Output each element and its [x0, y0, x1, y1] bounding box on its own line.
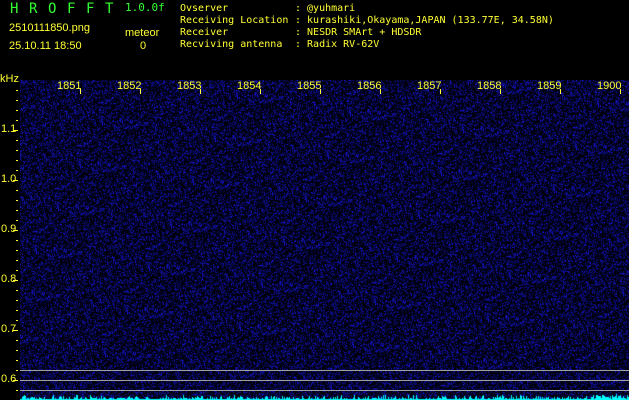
y-unit: kHz: [0, 73, 19, 85]
y-minor-tick: [16, 320, 18, 321]
x-tick: [440, 89, 441, 94]
x-tick: [500, 89, 501, 94]
y-minor-tick: [16, 230, 18, 231]
y-tick: [13, 330, 18, 331]
y-minor-tick: [16, 150, 18, 151]
title-letter: T: [105, 1, 114, 17]
datetime: 25.10.11 18:50: [9, 40, 82, 52]
y-minor-tick: [16, 260, 18, 261]
y-minor-tick: [16, 90, 18, 91]
x-tick-label: 1858: [477, 80, 502, 92]
y-minor-tick: [16, 210, 18, 211]
reference-line: [20, 390, 629, 391]
x-tick: [200, 89, 201, 94]
spectrogram: [20, 80, 629, 400]
info-label: Receiving Location: [180, 15, 289, 26]
x-tick: [380, 89, 381, 94]
y-minor-tick: [16, 130, 18, 131]
version: 1.0.0f: [125, 1, 165, 14]
x-tick: [560, 89, 561, 94]
x-tick-label: 1900: [597, 80, 622, 92]
x-tick: [320, 89, 321, 94]
x-tick: [620, 89, 621, 94]
title-letter: F: [86, 1, 95, 17]
y-tick: [13, 380, 18, 381]
meteor-label: meteor: [125, 27, 160, 39]
x-tick-label: 1852: [117, 80, 142, 92]
x-tick-label: 1851: [57, 80, 82, 92]
info-label: Recviving antenna: [180, 39, 283, 50]
y-minor-tick: [16, 190, 18, 191]
y-tick: [13, 130, 18, 131]
x-tick-label: 1855: [297, 80, 322, 92]
y-minor-tick: [16, 200, 18, 201]
reference-line: [20, 380, 629, 381]
y-minor-tick: [16, 270, 18, 271]
y-minor-tick: [16, 330, 18, 331]
x-tick-label: 1853: [177, 80, 202, 92]
y-minor-tick: [16, 170, 18, 171]
info-value: : Radix RV-62V: [295, 39, 380, 50]
meteor-count: 0: [140, 40, 147, 52]
y-minor-tick: [16, 220, 18, 221]
y-tick: [13, 280, 18, 281]
y-minor-tick: [16, 110, 18, 111]
y-minor-tick: [16, 140, 18, 141]
y-tick-label: 1.0: [1, 173, 17, 185]
y-minor-tick: [16, 350, 18, 351]
y-tick: [13, 180, 18, 181]
x-tick-label: 1854: [237, 80, 262, 92]
y-minor-tick: [16, 180, 18, 181]
reference-line: [20, 370, 629, 371]
y-tick-label: 0.6: [1, 373, 17, 385]
filename: 2510111850.png: [9, 22, 90, 34]
y-minor-tick: [16, 360, 18, 361]
y-minor-tick: [16, 290, 18, 291]
y-minor-tick: [16, 160, 18, 161]
info-label: Receiver: [180, 27, 229, 38]
info-value: : NESDR SMArt + HDSDR: [295, 27, 422, 38]
y-minor-tick: [16, 340, 18, 341]
x-tick-label: 1859: [537, 80, 562, 92]
title-letter: H: [10, 1, 19, 17]
y-minor-tick: [16, 120, 18, 121]
y-tick: [13, 230, 18, 231]
y-minor-tick: [16, 240, 18, 241]
x-tick-label: 1856: [357, 80, 382, 92]
x-tick-label: 1857: [417, 80, 442, 92]
title-letter: F: [67, 1, 76, 17]
y-minor-tick: [16, 390, 18, 391]
info-label: Ovserver: [180, 3, 229, 14]
y-tick-label: 1.1: [1, 123, 17, 135]
y-minor-tick: [16, 310, 18, 311]
y-minor-tick: [16, 280, 18, 281]
title-letter: O: [48, 1, 57, 17]
y-tick-label: 0.7: [1, 323, 17, 335]
y-tick-label: 0.8: [1, 273, 17, 285]
y-tick-label: 0.9: [1, 223, 17, 235]
y-minor-tick: [16, 100, 18, 101]
y-minor-tick: [16, 380, 18, 381]
y-minor-tick: [16, 370, 18, 371]
info-value: : @yuhmari: [295, 3, 356, 14]
x-tick: [260, 89, 261, 94]
x-tick: [140, 89, 141, 94]
x-tick: [80, 89, 81, 94]
info-value: : kurashiki,Okayama,JAPAN (133.77E, 34.5…: [295, 15, 554, 26]
y-minor-tick: [16, 300, 18, 301]
title-letter: R: [29, 1, 38, 17]
y-minor-tick: [16, 250, 18, 251]
